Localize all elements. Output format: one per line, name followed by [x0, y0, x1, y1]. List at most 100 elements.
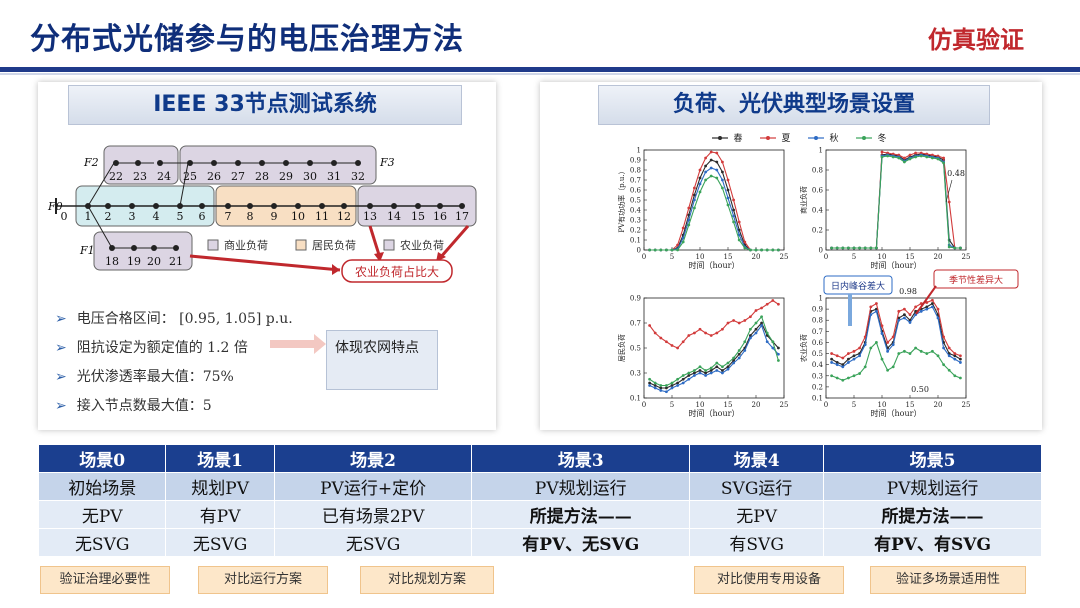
legend-residential: 居民负荷: [312, 238, 356, 252]
ytick-label-1-1: 0.2: [812, 227, 823, 235]
series-point-2-2-21: [765, 340, 769, 344]
series-point-1-1-13: [903, 156, 906, 160]
series-point-2-1-19: [754, 309, 758, 312]
series-point-3-0-22: [953, 354, 957, 358]
svg-text:1: 1: [85, 210, 92, 223]
series-point-2-2-17: [743, 349, 747, 352]
series-point-1-3-4: [852, 246, 856, 250]
series-point-2-1-17: [743, 319, 747, 322]
legend-label-3: 冬: [877, 132, 886, 144]
series-point-1-1-20: [942, 156, 945, 160]
legend-marker-2: [814, 136, 818, 140]
ytick-label-3-3: 0.4: [812, 361, 824, 369]
series-point-2-3-2: [659, 384, 663, 387]
xtick-label-2-1: 5: [670, 401, 674, 409]
series-point-2-3-5: [676, 377, 679, 381]
series-point-3-2-4: [852, 357, 856, 361]
cell-sub-5: PV规划运行: [823, 472, 1042, 501]
series-point-3-3-4: [852, 374, 856, 378]
cell-r2-0: 无SVG: [37, 528, 167, 557]
ytick-label-3-7: 0.8: [812, 317, 823, 325]
series-point-2-3-23: [777, 359, 780, 362]
plot-frame-3: [825, 297, 967, 399]
series-point-3-3-10: [886, 368, 889, 372]
series-point-3-2-1: [835, 363, 839, 367]
svg-text:5: 5: [177, 210, 184, 223]
xlabel-1: 时间（hour）: [871, 260, 922, 270]
series-point-0-3-20: [760, 248, 763, 252]
callout-agri: 农业负荷占比大: [355, 264, 439, 279]
svg-text:2: 2: [105, 210, 112, 223]
series-point-3-1-2: [841, 356, 845, 360]
series-point-3-2-16: [919, 309, 923, 313]
series-point-0-3-15: [732, 220, 735, 224]
svg-text:14: 14: [387, 210, 401, 223]
series-point-2-3-19: [754, 321, 758, 325]
svg-text:26: 26: [207, 170, 221, 183]
cell-r2-4: 有SVG: [689, 528, 825, 557]
series-point-2-1-16: [737, 321, 741, 325]
series-point-3-3-14: [908, 352, 912, 355]
series-point-2-0-9: [698, 369, 702, 372]
series-point-1-3-6: [863, 246, 867, 250]
series-point-2-2-3: [665, 390, 668, 394]
series-point-2-2-9: [698, 371, 702, 375]
legend-commercial: 商业负荷: [224, 238, 268, 252]
xtick-label-2-3: 15: [724, 401, 733, 409]
series-point-2-3-1: [653, 381, 657, 385]
series-point-2-1-11: [709, 334, 713, 337]
xlabel-3: 时间（hour）: [871, 408, 922, 418]
series-point-2-1-4: [670, 344, 674, 347]
series-point-2-2-1: [653, 386, 657, 390]
series-point-2-1-5: [676, 346, 679, 350]
ytick-label-1-3: 0.6: [812, 187, 824, 195]
series-point-1-1-19: [936, 154, 940, 158]
series-point-3-0-0: [830, 357, 833, 361]
series-point-2-3-4: [670, 381, 674, 385]
note-4: 验证多场景适用性: [870, 566, 1026, 594]
cell-r2-1: 无SVG: [165, 528, 275, 557]
series-point-2-0-14: [726, 365, 730, 369]
series-point-3-2-5: [858, 354, 861, 358]
series-point-2-1-9: [698, 327, 702, 331]
svg-text:13: 13: [363, 210, 377, 223]
series-point-2-3-21: [765, 331, 769, 335]
series-point-2-3-12: [715, 361, 719, 365]
series-point-3-0-12: [897, 316, 901, 320]
svg-text:7: 7: [225, 210, 232, 223]
annot-048: 0.48: [947, 169, 965, 178]
svg-text:30: 30: [303, 170, 317, 183]
xtick-label-3-1: 5: [852, 401, 856, 409]
ytick-label-1-0: 0: [819, 247, 823, 255]
series-point-1-1-17: [925, 152, 929, 156]
series-point-3-3-5: [858, 372, 861, 375]
xtick-label-3-3: 15: [906, 401, 915, 409]
series-point-0-0-13: [721, 170, 724, 174]
ytick-label-3-6: 0.7: [812, 328, 823, 336]
feeder-f2: F2: [83, 156, 99, 169]
svg-text:18: 18: [105, 255, 119, 268]
series-point-0-3-14: [726, 203, 730, 207]
series-point-0-1-5: [676, 243, 679, 247]
series-point-2-2-22: [771, 346, 775, 350]
series-point-0-2-14: [726, 196, 730, 200]
svg-text:3: 3: [129, 210, 136, 223]
series-point-3-1-12: [897, 309, 901, 313]
series-line-1-1: [831, 151, 961, 249]
col-header-0: 场景0: [37, 444, 167, 473]
series-point-2-0-3: [665, 386, 668, 390]
series-point-3-2-10: [886, 349, 889, 353]
svg-text:6: 6: [199, 210, 206, 223]
series-point-2-0-0: [648, 381, 651, 385]
series-point-0-2-16: [737, 233, 741, 237]
series-point-2-0-19: [754, 327, 758, 331]
series-point-0-1-12: [715, 151, 719, 155]
ytick-label-0-3: 0.3: [630, 217, 641, 225]
series-point-2-2-15: [732, 361, 735, 365]
series-point-1-1-12: [897, 153, 901, 157]
series-point-2-3-10: [704, 369, 707, 372]
cell-sub-4: SVG运行: [689, 472, 825, 501]
series-point-0-3-9: [698, 190, 702, 194]
bullet-impedance: ➢ 阻抗设定为额定值的 1.2 倍: [55, 340, 248, 356]
series-point-2-2-0: [648, 384, 651, 387]
